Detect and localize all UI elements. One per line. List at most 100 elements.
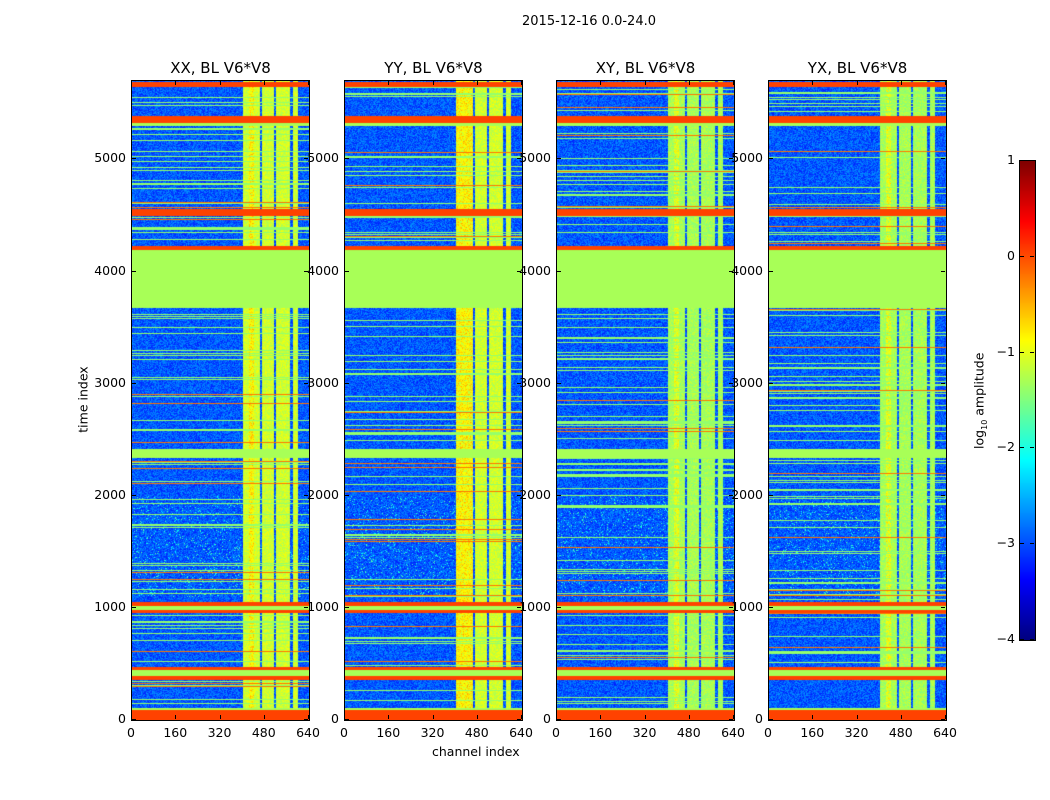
y-tick-mark bbox=[345, 270, 349, 272]
x-tick-mark bbox=[900, 81, 902, 85]
colorbar-tick-label: −2 bbox=[996, 439, 1015, 455]
y-tick-label: 5000 bbox=[307, 150, 339, 166]
y-tick-mark bbox=[557, 606, 561, 608]
panel-title: YX, BL V6*V8 bbox=[807, 59, 908, 77]
y-tick-mark bbox=[769, 719, 773, 720]
x-tick-mark bbox=[945, 715, 946, 719]
y-tick-label: 2000 bbox=[519, 486, 551, 502]
y-tick-mark bbox=[132, 158, 136, 160]
x-tick-label: 640 bbox=[296, 725, 320, 740]
y-tick-label: 0 bbox=[331, 711, 339, 726]
x-tick-mark bbox=[131, 715, 132, 719]
y-tick-mark bbox=[769, 382, 773, 384]
colorbar-tick-mark bbox=[1030, 639, 1034, 640]
x-tick-label: 480 bbox=[676, 725, 701, 740]
colorbar-tick-label: −3 bbox=[996, 535, 1015, 551]
y-tick-mark bbox=[304, 382, 308, 384]
y-tick-mark bbox=[304, 158, 308, 160]
y-tick-mark bbox=[345, 606, 349, 608]
x-tick-label: 320 bbox=[632, 725, 657, 740]
colorbar-tick-mark bbox=[1020, 255, 1024, 257]
y-tick-mark bbox=[729, 494, 733, 496]
y-tick-label: 4000 bbox=[94, 262, 126, 278]
y-tick-label: 4000 bbox=[307, 262, 339, 278]
x-tick-mark bbox=[344, 81, 345, 85]
y-tick-mark bbox=[132, 719, 136, 720]
x-tick-mark bbox=[600, 81, 602, 85]
x-tick-mark bbox=[945, 81, 946, 85]
colorbar-tick-mark bbox=[1020, 639, 1024, 640]
x-tick-mark bbox=[768, 715, 769, 719]
colorbar-tick-label: 0 bbox=[1007, 247, 1015, 263]
y-tick-label: 3000 bbox=[307, 374, 339, 390]
y-tick-mark bbox=[517, 606, 521, 608]
y-tick-mark bbox=[941, 719, 945, 720]
y-tick-mark bbox=[729, 719, 733, 720]
y-tick-mark bbox=[517, 270, 521, 272]
x-tick-mark bbox=[556, 81, 557, 85]
y-tick-label: 0 bbox=[543, 711, 551, 726]
x-tick-label: 320 bbox=[844, 725, 869, 740]
x-tick-mark bbox=[219, 81, 221, 85]
colorbar-tick-mark bbox=[1020, 543, 1024, 545]
y-tick-mark bbox=[345, 158, 349, 160]
y-tick-label: 2000 bbox=[307, 486, 339, 502]
panel-title: XY, BL V6*V8 bbox=[595, 59, 696, 77]
x-tick-mark bbox=[263, 715, 265, 719]
x-tick-label: 0 bbox=[552, 725, 560, 740]
x-tick-mark bbox=[476, 81, 478, 85]
panel-title: YY, BL V6*V8 bbox=[384, 59, 483, 77]
heatmap-image bbox=[557, 81, 734, 720]
colorbar-tick-mark bbox=[1030, 447, 1034, 449]
x-tick-mark bbox=[644, 81, 646, 85]
x-tick-mark bbox=[688, 81, 690, 85]
x-tick-mark bbox=[733, 81, 734, 85]
colorbar-tick-mark bbox=[1030, 351, 1034, 353]
x-tick-mark bbox=[688, 715, 690, 719]
x-tick-mark bbox=[344, 715, 345, 719]
heatmap-image bbox=[345, 81, 522, 720]
heatmap-image bbox=[769, 81, 946, 720]
y-tick-mark bbox=[557, 158, 561, 160]
x-tick-label: 320 bbox=[420, 725, 445, 740]
x-tick-mark bbox=[644, 715, 646, 719]
y-tick-mark bbox=[769, 270, 773, 272]
x-tick-label: 640 bbox=[509, 725, 533, 740]
heatmap-panel: YY, BL V6*V8 bbox=[344, 59, 523, 721]
y-tick-label: 5000 bbox=[94, 150, 126, 166]
x-tick-label: 640 bbox=[721, 725, 745, 740]
y-tick-mark bbox=[345, 494, 349, 496]
x-tick-mark bbox=[812, 81, 814, 85]
y-tick-mark bbox=[132, 606, 136, 608]
y-tick-mark bbox=[729, 382, 733, 384]
x-tick-label: 480 bbox=[464, 725, 489, 740]
colorbar-tick-mark bbox=[1030, 543, 1034, 545]
x-tick-mark bbox=[432, 81, 434, 85]
y-tick-mark bbox=[132, 494, 136, 496]
y-tick-mark bbox=[304, 494, 308, 496]
y-tick-mark bbox=[769, 494, 773, 496]
x-tick-label: 320 bbox=[207, 725, 232, 740]
colorbar-tick-label: −1 bbox=[996, 343, 1015, 359]
x-tick-label: 0 bbox=[764, 725, 772, 740]
y-tick-mark bbox=[517, 494, 521, 496]
y-tick-label: 1000 bbox=[731, 598, 763, 614]
colorbar-tick-mark bbox=[1030, 255, 1034, 257]
x-tick-label: 640 bbox=[933, 725, 957, 740]
y-tick-mark bbox=[729, 158, 733, 160]
y-tick-label: 3000 bbox=[519, 374, 551, 390]
y-tick-label: 2000 bbox=[94, 486, 126, 502]
x-tick-mark bbox=[175, 81, 177, 85]
x-tick-mark bbox=[476, 715, 478, 719]
y-tick-mark bbox=[132, 270, 136, 272]
colorbar-tick-mark bbox=[1020, 351, 1024, 353]
x-tick-mark bbox=[600, 715, 602, 719]
y-tick-label: 5000 bbox=[519, 150, 551, 166]
x-tick-mark bbox=[733, 715, 734, 719]
heatmap-panel: YX, BL V6*V8 bbox=[768, 59, 947, 721]
x-tick-mark bbox=[856, 715, 858, 719]
x-tick-mark bbox=[308, 715, 309, 719]
y-tick-mark bbox=[304, 719, 308, 720]
panel-title: XX, BL V6*V8 bbox=[170, 59, 271, 77]
